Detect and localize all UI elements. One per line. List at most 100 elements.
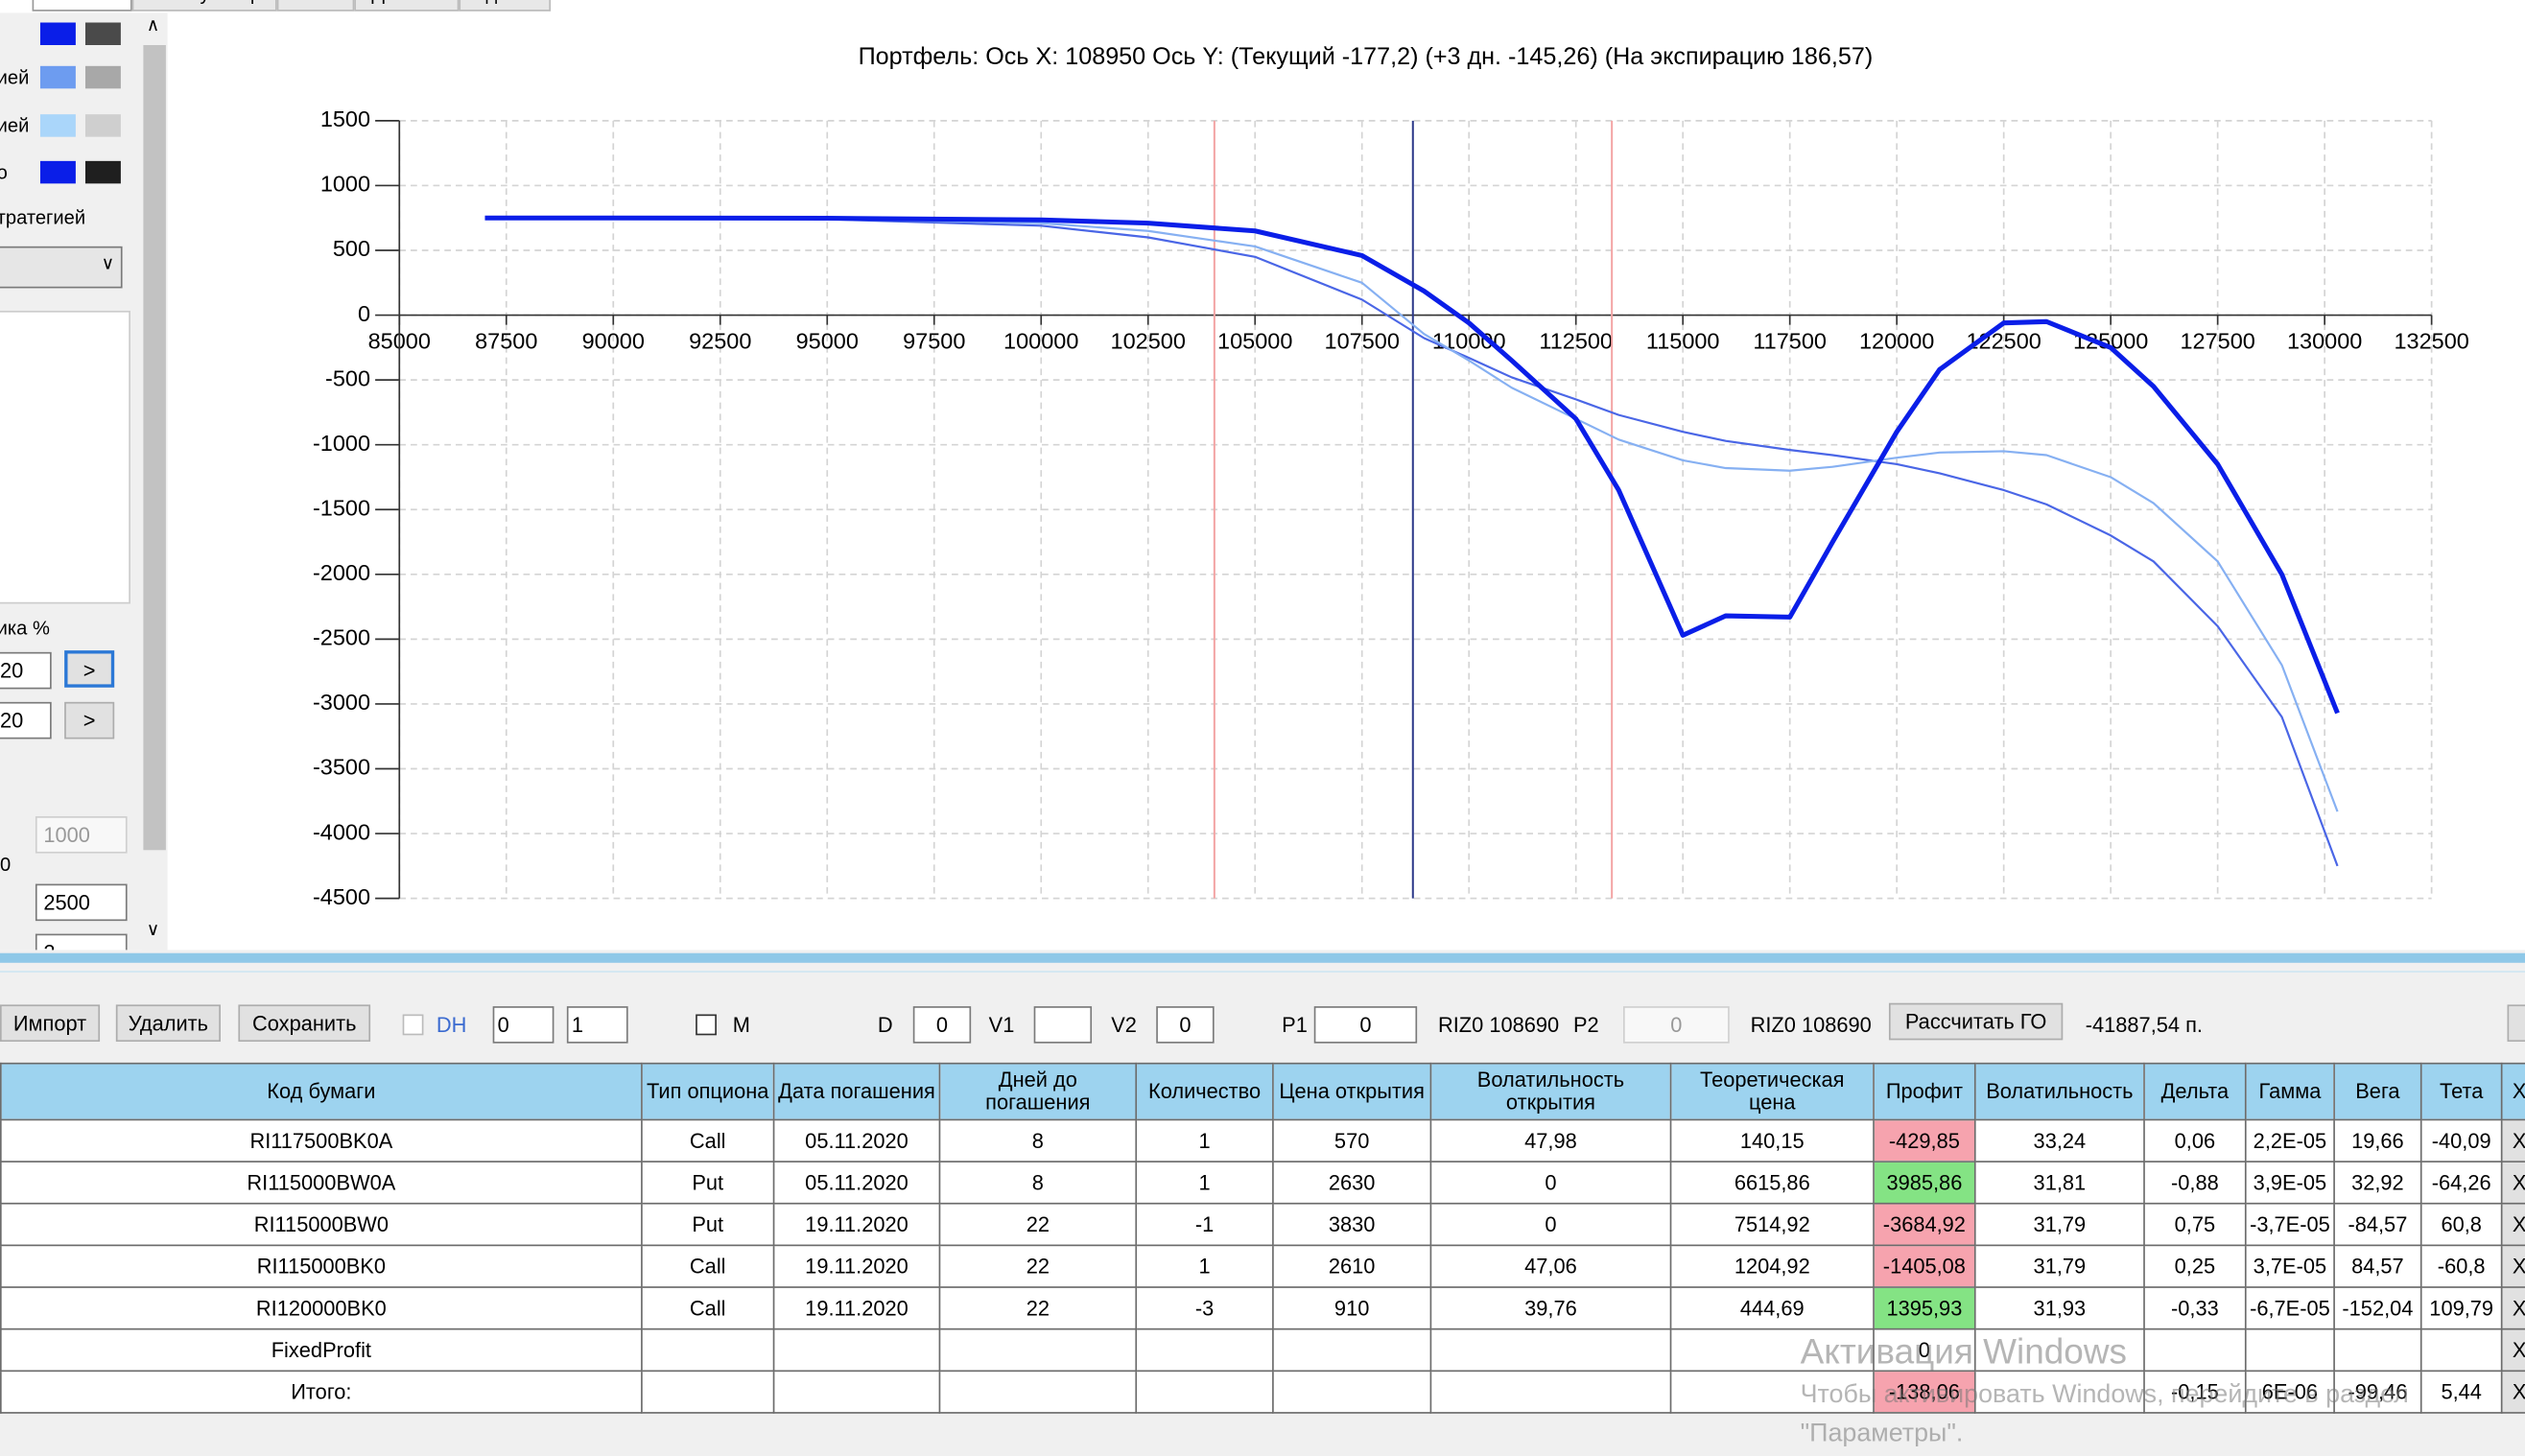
table-cell: 19,66 bbox=[2333, 1118, 2422, 1162]
button[interactable] bbox=[2507, 1004, 2525, 1043]
table-cell: 8 bbox=[938, 1161, 1138, 1205]
label: ией bbox=[0, 65, 30, 89]
input[interactable]: 2 bbox=[35, 933, 128, 951]
color-swatch[interactable] bbox=[84, 65, 121, 89]
input[interactable]: 20 bbox=[0, 701, 52, 740]
scroll-thumb[interactable] bbox=[143, 44, 166, 851]
y-tick-label: -1000 bbox=[313, 431, 370, 456]
button[interactable]: > bbox=[64, 701, 115, 740]
tab[interactable]: Лог bbox=[276, 0, 355, 12]
input[interactable]: 1000 bbox=[35, 816, 128, 854]
x-tick-label: 120000 bbox=[1859, 328, 1934, 353]
x-tick-label: 105000 bbox=[1217, 328, 1292, 353]
scrollbar[interactable]: ∧ ∨ bbox=[141, 12, 168, 951]
table-cell: 31,81 bbox=[1973, 1161, 2145, 1205]
series-line bbox=[484, 215, 2340, 715]
table-cell bbox=[1973, 1370, 2145, 1414]
column-header: Цена открытия bbox=[1272, 1062, 1432, 1121]
delete-button[interactable]: X bbox=[2500, 1327, 2525, 1373]
checkbox[interactable] bbox=[402, 1014, 424, 1036]
settings-panel: ией ией о тратегией ∨ ика % 20 > 20 > 10… bbox=[0, 12, 168, 951]
table-cell: 05.11.2020 bbox=[772, 1161, 941, 1205]
label: RIZ0 108690 bbox=[1437, 1012, 1560, 1037]
table-cell: 1204,92 bbox=[1669, 1244, 1875, 1288]
table-cell: Call bbox=[641, 1286, 775, 1330]
color-swatch[interactable] bbox=[39, 22, 76, 45]
x-tick-label: 100000 bbox=[1003, 328, 1078, 353]
color-swatch[interactable] bbox=[39, 114, 76, 137]
table-cell bbox=[772, 1327, 941, 1373]
header-row: Код бумаги Тип опциона Дата погашения Дней … bbox=[0, 1062, 2525, 1121]
delete-button[interactable]: Удалить bbox=[115, 1004, 221, 1043]
label: DH bbox=[436, 1012, 467, 1037]
delete-button[interactable]: X bbox=[2500, 1370, 2525, 1414]
splitter[interactable] bbox=[0, 952, 2525, 963]
spinner[interactable]: 1 bbox=[566, 1006, 628, 1044]
color-swatch[interactable] bbox=[84, 114, 121, 137]
table-cell: 19.11.2020 bbox=[772, 1202, 941, 1247]
table-cell: Call bbox=[641, 1118, 775, 1162]
x-tick-label: 97500 bbox=[903, 328, 965, 353]
input[interactable] bbox=[1033, 1006, 1093, 1044]
delete-button[interactable]: X bbox=[2500, 1118, 2525, 1162]
delete-button[interactable]: X bbox=[2500, 1202, 2525, 1247]
input[interactable]: 0 bbox=[1156, 1006, 1215, 1044]
x-tick-label: 117500 bbox=[1753, 328, 1827, 353]
spinner[interactable]: 0 bbox=[492, 1006, 555, 1044]
y-tick-label: -4500 bbox=[313, 884, 370, 909]
column-header: Количество bbox=[1135, 1062, 1274, 1121]
list-box[interactable] bbox=[0, 310, 130, 604]
tab-strip: Улыбка Калькулятор Лог Данные Сделки bbox=[0, 0, 555, 12]
table-cell: 32,92 bbox=[2333, 1161, 2422, 1205]
color-swatch[interactable] bbox=[39, 65, 76, 89]
input[interactable]: 0 bbox=[912, 1006, 972, 1044]
tab[interactable]: Улыбка bbox=[32, 0, 132, 12]
table-cell: -99,46 bbox=[2333, 1370, 2422, 1414]
input[interactable]: 20 bbox=[0, 651, 52, 690]
table-cell bbox=[2244, 1327, 2335, 1373]
table-row: RI115000BW0 Put 19.11.2020 22 -1 3830 0 7514,92… bbox=[0, 1202, 2525, 1247]
table-cell: 31,79 bbox=[1973, 1202, 2145, 1247]
input[interactable]: 0 bbox=[1313, 1006, 1418, 1044]
tab[interactable]: Сделки bbox=[459, 0, 552, 12]
dropdown[interactable]: ∨ bbox=[0, 246, 123, 289]
save-button[interactable]: Сохранить bbox=[238, 1004, 371, 1043]
table-cell: 0,25 bbox=[2143, 1244, 2247, 1288]
column-header: Тета bbox=[2419, 1062, 2503, 1121]
delete-button[interactable]: X bbox=[2500, 1161, 2525, 1205]
table-cell: 19.11.2020 bbox=[772, 1244, 941, 1288]
table-cell: -0,15 bbox=[2143, 1370, 2247, 1414]
table-cell: -60,8 bbox=[2419, 1244, 2503, 1288]
color-swatch[interactable] bbox=[84, 22, 121, 45]
input[interactable]: 2500 bbox=[35, 883, 128, 922]
table-cell: 3830 bbox=[1272, 1202, 1432, 1247]
delete-button[interactable]: X bbox=[2500, 1244, 2525, 1288]
button[interactable]: > bbox=[64, 650, 115, 688]
table-cell: 1 bbox=[1135, 1118, 1274, 1162]
import-button[interactable]: Импорт bbox=[0, 1004, 101, 1043]
table-cell: 140,15 bbox=[1669, 1118, 1875, 1162]
column-header: Гамма bbox=[2244, 1062, 2335, 1121]
color-swatch[interactable] bbox=[39, 160, 76, 184]
delete-button[interactable]: X bbox=[2500, 1286, 2525, 1330]
splitter-line bbox=[0, 971, 2525, 973]
table-cell bbox=[1272, 1370, 1432, 1414]
table-cell: 910 bbox=[1272, 1286, 1432, 1330]
tab[interactable]: Калькулятор bbox=[131, 0, 277, 12]
column-header: Волатильность bbox=[1973, 1062, 2145, 1121]
table-cell: 39,76 bbox=[1429, 1286, 1672, 1330]
table-cell: RI115000BW0A bbox=[0, 1161, 643, 1205]
table-cell: 0,06 bbox=[2143, 1118, 2247, 1162]
checkbox[interactable] bbox=[696, 1014, 717, 1036]
x-tick-label: 130000 bbox=[2287, 328, 2362, 353]
table-cell: 3,7E-05 bbox=[2244, 1244, 2335, 1288]
table-row: Итого: -138,06 -0,15 6E-06 -99,46 5,44 X bbox=[0, 1370, 2525, 1414]
color-swatch[interactable] bbox=[84, 160, 121, 184]
tab[interactable]: Данные bbox=[354, 0, 460, 12]
calc-button[interactable]: Рассчитать ГО bbox=[1888, 1002, 2064, 1041]
table-cell: 109,79 bbox=[2419, 1286, 2503, 1330]
table-cell bbox=[938, 1327, 1138, 1373]
table-row: RI117500BK0A Call 05.11.2020 8 1 570 47,98 140,… bbox=[0, 1118, 2525, 1162]
input[interactable]: 0 bbox=[1622, 1006, 1730, 1044]
